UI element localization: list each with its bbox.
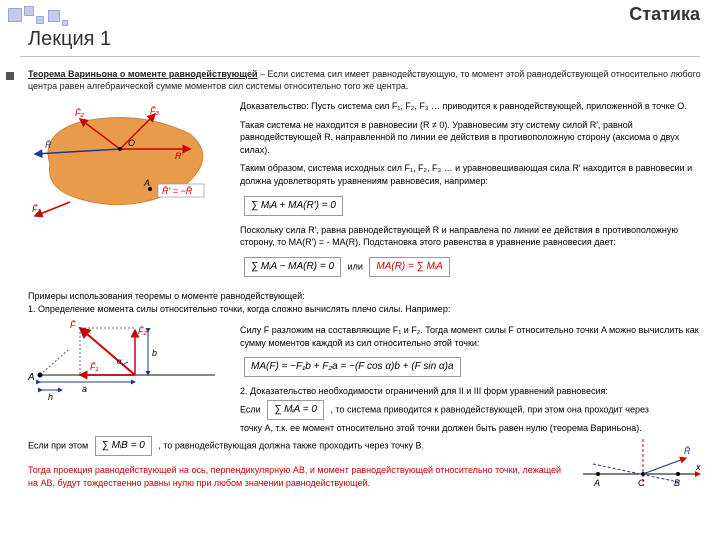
divider (20, 56, 700, 57)
svg-text:F̄₂: F̄₂ (138, 326, 147, 336)
proof-p4: Поскольку сила R′, равна равнодействующе… (240, 224, 706, 249)
diagram-forces-blob: O R′ R̄ F̄₂ F̄₃ F̄₁ A R̄′ = −R̄ (20, 104, 230, 224)
conclusion: Тогда проекция равнодействующей на ось, … (28, 464, 570, 489)
example-text-block: Силу F разложим на составляющие F₁ и F₂.… (240, 324, 706, 434)
if-also: Если при этом (28, 440, 91, 450)
svg-text:F̄₁: F̄₁ (90, 362, 98, 372)
bullet (6, 72, 14, 80)
examples-title: Примеры использования теоремы о моменте … (28, 290, 706, 303)
lecture-title: Лекция 1 (28, 28, 111, 51)
svg-text:O: O (128, 138, 135, 148)
svg-text:A: A (143, 178, 150, 188)
svg-text:A: A (593, 478, 600, 488)
svg-text:x: x (695, 462, 701, 472)
diagram-force-decompose: A F̄ F̄₂ F̄₁ α a b h (20, 320, 230, 402)
svg-text:a: a (82, 384, 87, 394)
svg-text:b: b (152, 348, 157, 358)
also-cont: , то равнодействующая должна также прохо… (158, 440, 424, 450)
svg-text:A: A (27, 372, 35, 383)
svg-text:h: h (48, 392, 53, 402)
proof-p2: Такая система не находится в равновесии … (240, 119, 706, 157)
formula-1: ∑ MᵢA + MA(R′) = 0 (244, 196, 343, 216)
formula-4: MA(F) = −F₁b + F₂a = −(F cos α)b + (F si… (244, 357, 461, 377)
ex2-text: 2. Доказательство необходимости ограниче… (240, 385, 706, 398)
proof-p3: Таким образом, система исходных сил F₁, … (240, 162, 706, 187)
ex2-cont: , то система приводится к равнодействующ… (330, 404, 648, 414)
svg-text:F̄₁: F̄₁ (32, 204, 40, 214)
page-header: Статика (629, 4, 700, 25)
theorem-paragraph: Теорема Вариньона о моменте равнодейству… (28, 68, 706, 92)
bottom-block: Если при этом ∑ MᵢB = 0 , то равнодейств… (28, 434, 570, 489)
ex2-line2: точку A, т.к. ее момент относительно это… (240, 422, 706, 435)
svg-text:F̄: F̄ (70, 320, 76, 330)
svg-text:R̄: R̄ (684, 446, 691, 456)
proof-text: Доказательство: Пусть система сил F₁, F₂… (240, 100, 706, 279)
formula-3: MA(R) = ∑ MᵢA (369, 257, 449, 277)
svg-text:R̄: R̄ (45, 140, 52, 150)
svg-text:B: B (674, 478, 680, 488)
svg-text:C: C (638, 478, 645, 488)
svg-text:R′: R′ (175, 151, 183, 161)
proof-p1: Доказательство: Пусть система сил F₁, F₂… (240, 100, 706, 113)
formula-6: ∑ MᵢB = 0 (95, 436, 152, 456)
examples-section: Примеры использования теоремы о моменте … (28, 290, 706, 315)
theorem-title: Теорема Вариньона о моменте равнодейству… (28, 69, 258, 79)
text-or: или (348, 261, 363, 271)
svg-text:F̄₃: F̄₃ (150, 106, 159, 116)
ex2-if: Если (240, 404, 263, 414)
svg-text:α: α (117, 357, 122, 366)
svg-text:F̄₂: F̄₂ (75, 108, 84, 118)
example-1: 1. Определение момента силы относительно… (28, 303, 706, 316)
formula-2: ∑ MᵢA − MA(R) = 0 (244, 257, 341, 277)
ex1-text: Силу F разложим на составляющие F₁ и F₂.… (240, 324, 706, 349)
formula-5: ∑ MᵢA = 0 (267, 400, 324, 420)
diagram-axis-ab: x A C B R̄ (578, 434, 708, 490)
svg-text:R̄′ = −R̄: R̄′ = −R̄ (162, 186, 193, 196)
